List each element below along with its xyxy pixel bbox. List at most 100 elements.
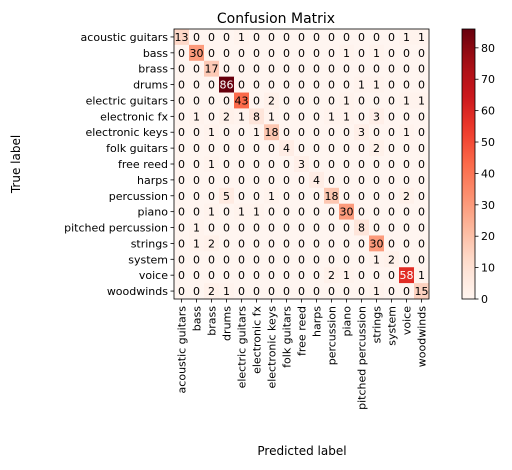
heatmap-cell [309,60,325,77]
cell-value: 0 [178,110,185,123]
cell-value: 0 [238,269,245,282]
heatmap-cell [399,92,415,109]
cell-value: 0 [283,190,290,203]
cell-value: 0 [343,31,350,44]
cell-value: 0 [223,94,230,107]
cell-value: 1 [343,94,350,107]
heatmap-cell [309,140,325,157]
cell-value: 17 [205,63,219,76]
cell-value: 0 [373,158,380,171]
colorbar-tick-label: 80 [481,42,495,55]
heatmap-cell [369,187,385,205]
cell-value: 0 [268,63,275,76]
heatmap-cell [369,108,385,125]
heatmap-cell [174,156,190,173]
cell-value: 0 [373,126,380,139]
heatmap-cell [369,171,385,189]
heatmap-cell [354,219,370,236]
cell-value: 0 [178,158,185,171]
cell-value: 86 [220,79,234,92]
heatmap-cell [249,60,265,77]
cell-value: 0 [208,142,215,155]
cell-value: 0 [178,94,185,107]
heatmap-cell [354,187,370,205]
cell-value: 2 [223,110,230,123]
cell-value: 0 [253,174,260,187]
heatmap-cell [279,60,295,77]
heatmap-cell [339,156,355,173]
cell-value: 0 [283,253,290,266]
cell-value: 0 [253,269,260,282]
cell-value: 0 [223,63,230,76]
heatmap-cell [369,235,385,252]
cell-value: 0 [388,110,395,123]
cell-value: 0 [388,94,395,107]
heatmap-cell [339,235,355,252]
cell-value: 0 [358,285,365,298]
heatmap-cell [339,44,355,62]
cell-value: 0 [193,126,200,139]
heatmap-cell [174,203,190,220]
heatmap-cell [369,156,385,173]
x-tick-label: electronic keys [266,306,279,389]
heatmap-cell [414,60,430,77]
heatmap-cell [354,108,370,125]
cell-value: 0 [268,269,275,282]
cell-value: 0 [178,285,185,298]
cell-value: 0 [283,47,290,60]
cell-value: 0 [388,190,395,203]
cell-value: 0 [223,222,230,235]
heatmap-cell [414,156,430,173]
cell-value: 0 [343,237,350,250]
cell-value: 2 [373,142,380,155]
cell-value: 0 [283,158,290,171]
heatmap-cell [309,44,325,62]
cell-value: 0 [298,110,305,123]
x-tick-label: brass [206,306,219,336]
heatmap-cell [204,203,220,220]
cell-value: 0 [418,110,425,123]
cell-value: 0 [223,31,230,44]
heatmap-cell [339,124,355,141]
heatmap-cell [264,60,280,77]
cell-value: 1 [343,110,350,123]
cell-value: 0 [388,158,395,171]
heatmap-cell [324,251,340,268]
x-tick-label: folk guitars [281,306,294,368]
heatmap-cell [324,283,340,300]
heatmap-cell [339,251,355,268]
cell-value: 0 [178,63,185,76]
cell-value: 0 [343,190,350,203]
heatmap-cell [294,140,310,157]
cell-value: 30 [190,47,204,60]
heatmap-cell [339,76,355,93]
cell-value: 0 [238,285,245,298]
heatmap-cell [399,187,415,205]
cell-value: 0 [388,142,395,155]
cell-value: 0 [253,94,260,107]
cell-value: 0 [403,142,410,155]
heatmap-cell [234,124,250,141]
cell-value: 0 [388,237,395,250]
cell-value: 0 [253,158,260,171]
cell-value: 0 [178,79,185,92]
heatmap-cell [294,76,310,93]
heatmap-cell [339,171,355,189]
heatmap-cell [369,44,385,62]
cell-value: 0 [193,269,200,282]
heatmap-cell [414,187,430,205]
heatmap-cell [279,140,295,157]
heatmap-cell [369,29,385,46]
cell-value: 0 [208,174,215,187]
cell-value-labels: 13 0 0 0 1 0 0 0 0 0 0 0 0 0 0 1 10 30 0 0 0 0 0 0 0 0 0 1 0 1 0 0 00 0 17… [175,31,429,298]
cell-value: 1 [403,31,410,44]
heatmap-cell [309,92,325,109]
cell-value: 1 [208,158,215,171]
heatmap-cell [189,92,205,109]
heatmap-cell [264,187,280,205]
cell-value: 0 [283,206,290,219]
y-tick-label: electronic fx [100,110,168,123]
heatmap-cell [189,235,205,252]
cell-value: 30 [340,206,354,219]
cell-value: 0 [268,253,275,266]
